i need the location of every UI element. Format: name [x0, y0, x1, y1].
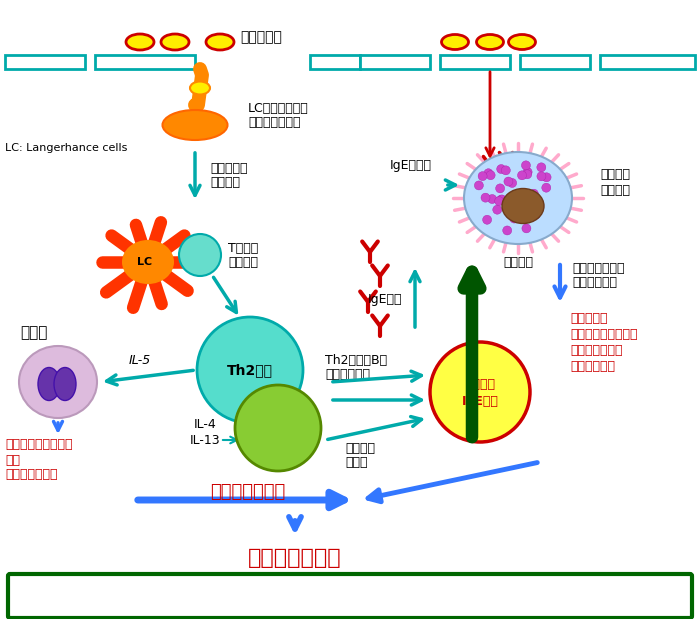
- Text: T細胞へ: T細胞へ: [228, 241, 258, 254]
- Text: 節へ移動: 節へ移動: [210, 176, 240, 189]
- Circle shape: [430, 342, 530, 442]
- Bar: [600, 55, 695, 69]
- Text: Th2細胞: Th2細胞: [227, 363, 273, 377]
- Bar: [5, 55, 85, 69]
- Text: サイトカイン: サイトカイン: [570, 360, 615, 373]
- Circle shape: [523, 168, 532, 176]
- Circle shape: [537, 163, 546, 172]
- Ellipse shape: [477, 35, 503, 50]
- Text: へ分化: へ分化: [345, 456, 368, 469]
- Ellipse shape: [508, 35, 536, 50]
- Circle shape: [542, 183, 551, 192]
- Text: 胞の相互作用: 胞の相互作用: [325, 368, 370, 381]
- Bar: [440, 55, 510, 69]
- Text: ロイコトリエン: ロイコトリエン: [5, 469, 57, 482]
- Bar: [360, 55, 430, 69]
- Ellipse shape: [190, 82, 210, 95]
- Text: 好酸球: 好酸球: [20, 326, 48, 340]
- Circle shape: [495, 197, 504, 206]
- Circle shape: [497, 165, 505, 173]
- Circle shape: [486, 171, 495, 180]
- Circle shape: [197, 317, 303, 423]
- Circle shape: [501, 166, 510, 175]
- Circle shape: [478, 171, 487, 181]
- Circle shape: [522, 224, 531, 233]
- Circle shape: [488, 194, 497, 204]
- Circle shape: [497, 195, 506, 204]
- Circle shape: [503, 226, 512, 235]
- FancyBboxPatch shape: [8, 574, 692, 618]
- Ellipse shape: [122, 240, 174, 284]
- Text: 形質細胞: 形質細胞: [465, 378, 495, 391]
- Text: 肥満細胞: 肥満細胞: [503, 256, 533, 269]
- Circle shape: [504, 177, 513, 186]
- Text: 細胞障害性タンパク: 細胞障害性タンパク: [5, 438, 73, 451]
- Bar: [520, 55, 590, 69]
- Text: アレルギー症状: アレルギー症状: [248, 548, 342, 568]
- Text: Th2細胞とB細: Th2細胞とB細: [325, 353, 387, 366]
- Ellipse shape: [126, 34, 154, 50]
- Text: ケミカルメディ: ケミカルメディ: [572, 261, 624, 274]
- Text: プロスタグランジン: プロスタグランジン: [570, 327, 638, 340]
- Ellipse shape: [161, 34, 189, 50]
- Text: ヒスタミン: ヒスタミン: [570, 311, 608, 324]
- Text: 形質細胞: 形質細胞: [345, 441, 375, 454]
- Circle shape: [493, 206, 502, 214]
- Ellipse shape: [19, 346, 97, 418]
- Text: ンの結合: ンの結合: [600, 183, 630, 196]
- Text: 我々は、IgE (immunoglobulin E)に着目: 我々は、IgE (immunoglobulin E)に着目: [181, 586, 519, 605]
- Circle shape: [537, 172, 546, 181]
- Circle shape: [484, 169, 493, 178]
- Ellipse shape: [38, 368, 60, 400]
- Circle shape: [482, 215, 491, 224]
- Text: ゲンの取り込み: ゲンの取り込み: [248, 116, 300, 129]
- Circle shape: [517, 171, 526, 180]
- Circle shape: [508, 178, 517, 188]
- Bar: [95, 55, 195, 69]
- Text: LC: Langerhance cells: LC: Langerhance cells: [5, 143, 127, 153]
- Circle shape: [523, 170, 532, 179]
- Circle shape: [235, 385, 321, 471]
- Text: IgE産生: IgE産生: [461, 394, 498, 407]
- Ellipse shape: [442, 35, 468, 50]
- Circle shape: [522, 161, 531, 170]
- Text: 酵素: 酵素: [5, 454, 20, 467]
- Ellipse shape: [206, 34, 234, 50]
- Text: IL-13: IL-13: [190, 433, 220, 446]
- Circle shape: [531, 210, 540, 219]
- Circle shape: [510, 214, 519, 223]
- Text: LCによるアレル: LCによるアレル: [248, 102, 309, 115]
- Circle shape: [542, 173, 551, 182]
- Ellipse shape: [162, 110, 228, 140]
- Circle shape: [529, 189, 538, 198]
- Text: エーター放出: エーター放出: [572, 277, 617, 290]
- Text: B細胞: B細胞: [265, 421, 292, 435]
- Text: アレルゲ: アレルゲ: [600, 168, 630, 181]
- Text: T細胞: T細胞: [191, 250, 209, 260]
- Circle shape: [522, 209, 531, 217]
- Text: LC: LC: [137, 257, 153, 267]
- Ellipse shape: [502, 189, 544, 223]
- Text: IL-4: IL-4: [194, 418, 216, 431]
- Circle shape: [179, 234, 221, 276]
- Text: 炎症性細胞浸潤: 炎症性細胞浸潤: [211, 483, 286, 501]
- Ellipse shape: [464, 152, 572, 244]
- Circle shape: [475, 181, 484, 190]
- Text: 所属リンパ: 所属リンパ: [210, 162, 248, 175]
- Text: IgEの結合: IgEの結合: [390, 158, 432, 171]
- Text: IL-5: IL-5: [129, 353, 151, 366]
- Circle shape: [481, 193, 490, 202]
- Circle shape: [533, 201, 542, 210]
- Text: ロイコトリエン: ロイコトリエン: [570, 344, 622, 357]
- Bar: [310, 55, 360, 69]
- Circle shape: [496, 184, 505, 193]
- Ellipse shape: [54, 368, 76, 400]
- Text: IgE産生: IgE産生: [368, 293, 402, 306]
- Text: LC: LC: [186, 118, 204, 131]
- Text: 抗原提示: 抗原提示: [228, 256, 258, 269]
- Circle shape: [497, 195, 505, 204]
- Text: アレルゲン: アレルゲン: [240, 30, 282, 44]
